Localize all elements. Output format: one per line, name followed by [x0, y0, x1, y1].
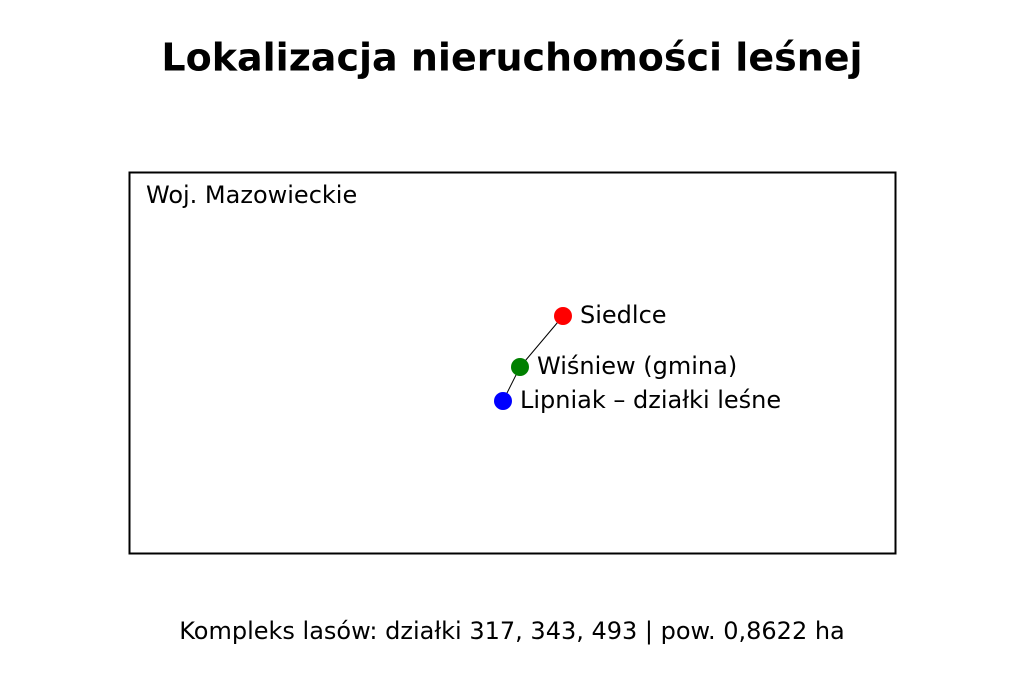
point-marker	[511, 358, 529, 376]
footer: Kompleks lasów: działki 317, 343, 493 | …	[179, 617, 845, 645]
region-label: Woj. Mazowieckie	[146, 181, 357, 209]
point-label: Lipniak – działki leśne	[520, 386, 781, 414]
point-label: Siedlce	[580, 301, 667, 329]
connector	[519, 315, 564, 368]
point-marker	[554, 307, 572, 325]
point-label: Wiśniew (gmina)	[537, 352, 737, 380]
map-frame	[128, 171, 897, 555]
point-marker	[494, 392, 512, 410]
title: Lokalizacja nieruchomości leśnej	[161, 36, 862, 80]
